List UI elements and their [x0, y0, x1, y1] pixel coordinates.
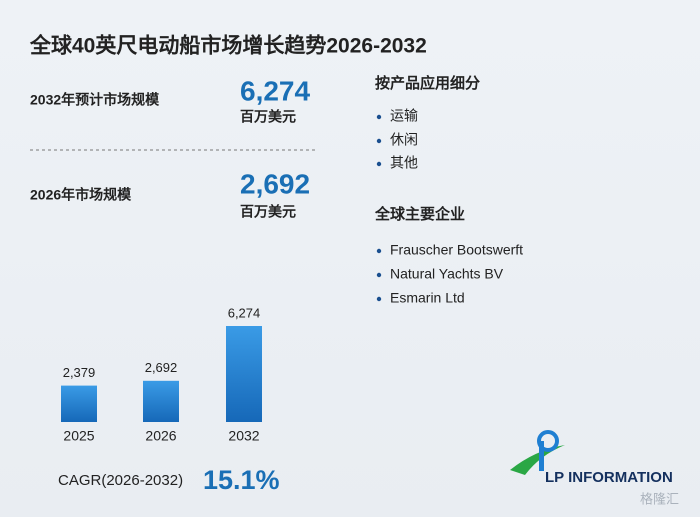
stat-value: 2,692 — [240, 168, 310, 199]
section-title: 按产品应用细分 — [375, 74, 480, 92]
bar — [143, 380, 179, 422]
stat-value: 6,274 — [240, 75, 310, 106]
x-tick-label: 2032 — [228, 428, 259, 444]
value-label: 2,379 — [63, 365, 96, 380]
logo: LP INFORMATION — [510, 430, 673, 486]
x-tick-label: 2026 — [145, 428, 176, 444]
stat-unit: 百万美元 — [240, 109, 296, 125]
stat-label: 2026年市场规模 — [30, 187, 132, 203]
list-item: 其他 — [390, 155, 418, 171]
logo-swoosh — [510, 445, 565, 475]
list-item: Natural Yachts BV — [390, 266, 504, 282]
bullet — [376, 114, 382, 120]
cagr-label: CAGR(2026-2032) — [58, 472, 183, 489]
bullet — [376, 272, 382, 278]
list-item: 休闲 — [390, 132, 418, 148]
value-label: 2,692 — [145, 360, 178, 375]
list-item: Frauscher Bootswerft — [390, 242, 523, 258]
title: 全球40英尺电动船市场增长趋势2026-2032 — [29, 34, 427, 58]
bar-chart: 2,379 2025 2,692 2026 6,274 2032 — [61, 305, 262, 444]
cagr-value: 15.1% — [203, 465, 280, 495]
watermark: 格隆汇 — [640, 491, 679, 506]
list-item: 运输 — [390, 108, 418, 124]
bullet — [376, 296, 382, 302]
stat-unit: 百万美元 — [240, 204, 296, 220]
list-item: Esmarin Ltd — [390, 290, 465, 306]
bullet — [376, 248, 382, 254]
section-title: 全球主要企业 — [374, 205, 465, 223]
bullet — [376, 138, 382, 144]
x-tick-label: 2025 — [63, 428, 94, 444]
value-label: 6,274 — [228, 305, 261, 320]
logo-bar — [539, 441, 544, 471]
stat-label: 2032年预计市场规模 — [30, 92, 160, 108]
bullet — [376, 161, 382, 167]
bar — [226, 326, 262, 422]
bar — [61, 385, 97, 422]
logo-text: LP INFORMATION — [545, 469, 673, 486]
